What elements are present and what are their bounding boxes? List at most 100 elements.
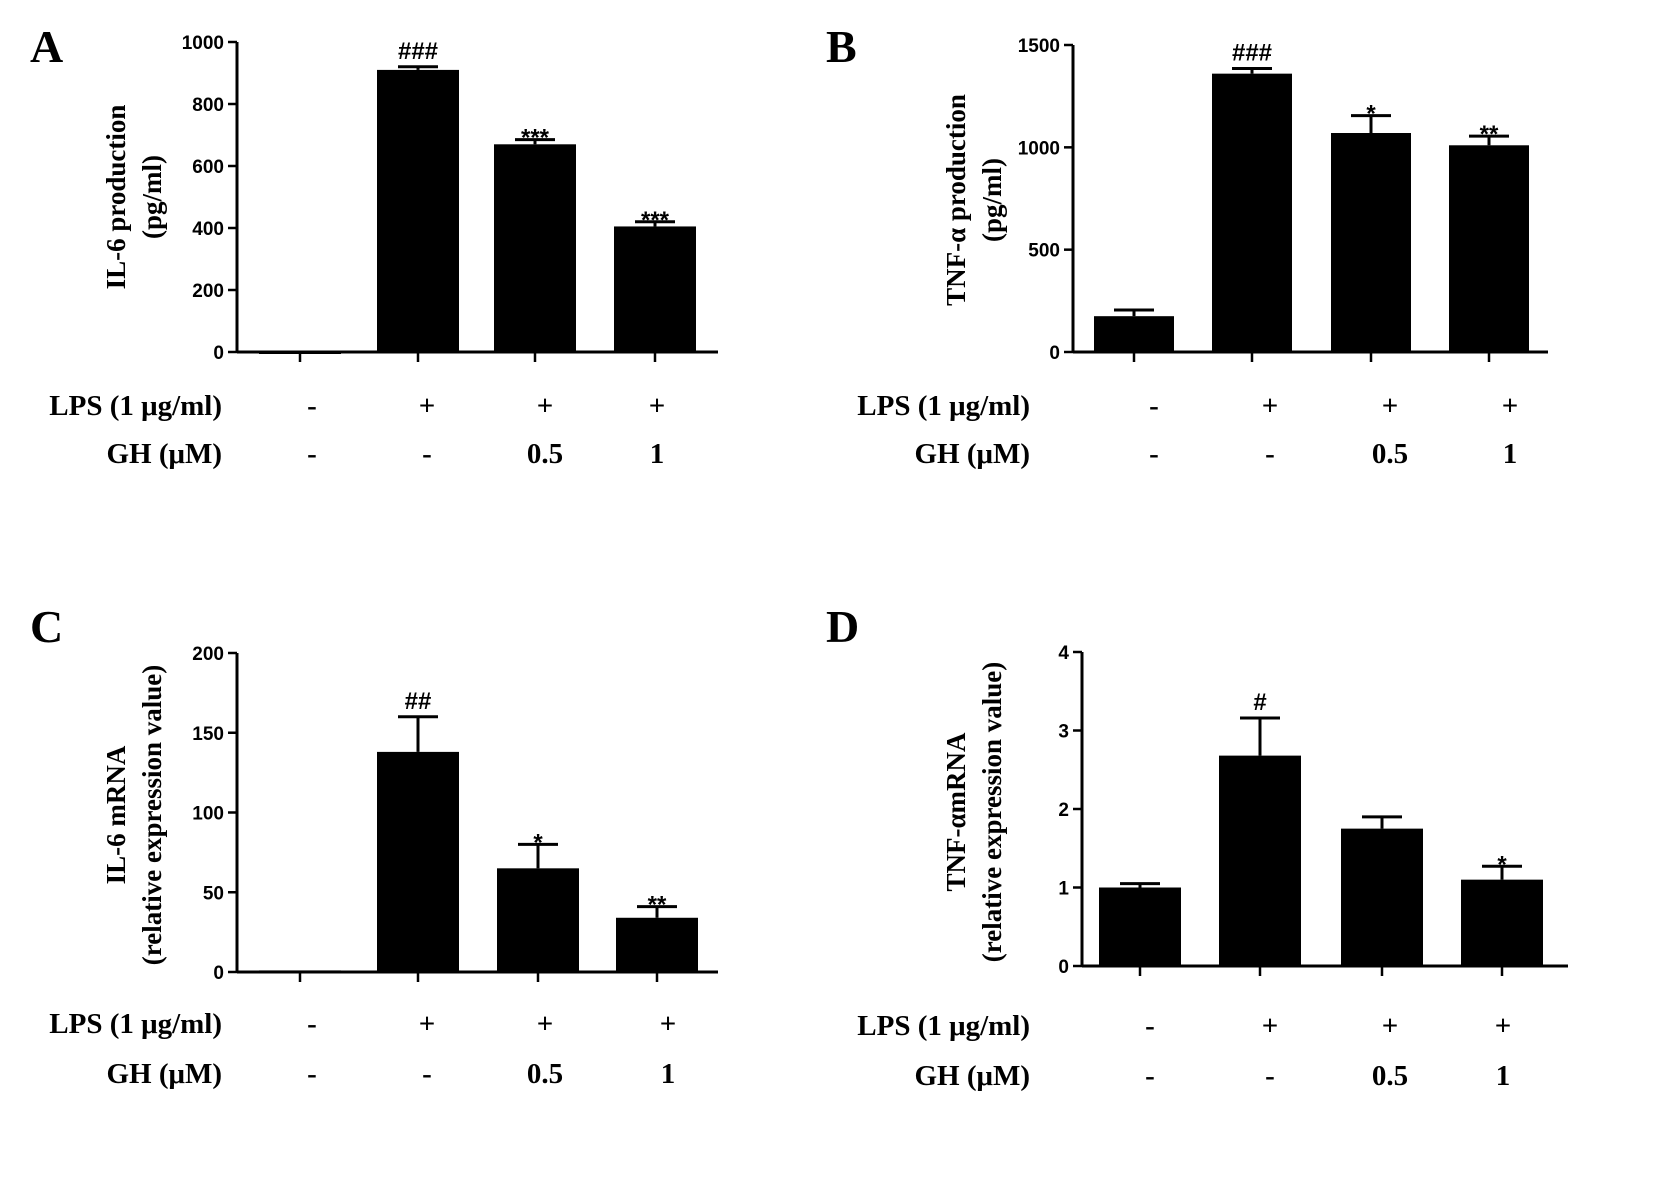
panel-a: A 0 200 400 600 800 1000 IL-6 production (pg/ml)…: [30, 21, 718, 470]
lps-condition: +: [1262, 1010, 1279, 1042]
bar: [1449, 145, 1529, 352]
bar: [1212, 73, 1292, 353]
y-axis-label-line: TNF-α production: [941, 94, 971, 306]
gh-condition: -: [422, 438, 432, 470]
significance-label: ###: [1232, 40, 1272, 67]
y-tick-label: 500: [1028, 241, 1060, 262]
bar: [259, 970, 341, 973]
y-tick-label: 50: [203, 883, 224, 904]
y-tick-label: 0: [1049, 343, 1060, 364]
y-tick-label: 600: [192, 157, 224, 178]
bar: [1219, 755, 1301, 966]
bar: [1461, 879, 1543, 966]
lps-condition: +: [1495, 1010, 1512, 1042]
y-tick-label: 150: [192, 724, 224, 745]
y-tick-label: 0: [213, 963, 224, 984]
lps-condition: +: [1382, 390, 1399, 422]
significance-label: **: [648, 892, 667, 919]
gh-condition: 1: [661, 1058, 676, 1090]
significance-label: ###: [398, 38, 438, 65]
y-axis-label-line: (pg/ml): [977, 158, 1007, 242]
lps-condition: +: [419, 1008, 436, 1040]
bar: [614, 226, 696, 352]
significance-label: *: [1366, 101, 1376, 128]
bar: [616, 917, 698, 972]
bar: [494, 144, 576, 352]
lps-row-label: LPS (1 μg/ml): [857, 1010, 1030, 1042]
lps-condition: -: [1145, 1010, 1155, 1042]
y-axis-label-line: (relative expression value): [977, 662, 1007, 962]
y-tick-label: 0: [213, 343, 224, 364]
lps-row-label: LPS (1 μg/ml): [49, 390, 222, 422]
lps-condition: +: [537, 390, 554, 422]
y-axis-label: TNF-α production (pg/ml): [941, 94, 1007, 306]
y-tick-label: 0: [1058, 957, 1069, 978]
gh-condition: 1: [1503, 438, 1518, 470]
lps-row-label: LPS (1 μg/ml): [49, 1008, 222, 1040]
gh-condition: -: [307, 1058, 317, 1090]
y-tick-label: 200: [192, 281, 224, 302]
gh-row-label: GH (μM): [107, 1058, 223, 1090]
gh-condition: 0.5: [1372, 1060, 1408, 1092]
bar: [377, 69, 459, 353]
bar: [497, 868, 579, 972]
gh-row-label: GH (μM): [107, 438, 223, 470]
significance-label: **: [1480, 121, 1499, 148]
panel-letter: C: [30, 601, 63, 652]
significance-label: ***: [521, 125, 550, 152]
lps-condition: -: [307, 390, 317, 422]
y-axis-label: TNF-αmRNA (relative expression value): [941, 662, 1007, 962]
gh-condition: -: [307, 438, 317, 470]
significance-label: *: [1497, 851, 1507, 878]
y-axis-label-line: (pg/ml): [137, 155, 167, 239]
lps-condition: +: [649, 390, 666, 422]
y-tick-label: 200: [192, 644, 224, 665]
y-tick-label: 1000: [1018, 138, 1060, 159]
significance-label: ##: [405, 688, 432, 715]
y-tick-label: 2: [1058, 800, 1069, 821]
lps-condition: +: [1262, 390, 1279, 422]
panel-c: C 0 50 100 150 200 IL-6 mRNA (relative expressi…: [30, 601, 718, 1090]
gh-condition: 0.5: [527, 1058, 563, 1090]
y-tick-label: 4: [1058, 643, 1069, 664]
panel-d: D 0 1 2 3 4 TNF-αmRNA (relative expression valu…: [826, 601, 1568, 1092]
y-tick-label: 100: [192, 804, 224, 825]
lps-condition: +: [1502, 390, 1519, 422]
y-axis-label-line: TNF-αmRNA: [941, 732, 971, 892]
gh-row-label: GH (μM): [915, 438, 1031, 470]
lps-condition: +: [419, 390, 436, 422]
y-tick-label: 400: [192, 219, 224, 240]
bar: [377, 751, 459, 972]
lps-row-label: LPS (1 μg/ml): [857, 390, 1030, 422]
gh-condition: 0.5: [527, 438, 563, 470]
gh-condition: -: [1265, 438, 1275, 470]
gh-condition: 1: [1496, 1060, 1511, 1092]
y-axis-label-line: IL-6 production: [101, 105, 131, 290]
significance-label: ***: [641, 207, 670, 234]
panel-b: B 0 500 1000 1500 TNF-α production (pg/ml) ### *…: [826, 21, 1548, 470]
lps-condition: +: [1382, 1010, 1399, 1042]
y-tick-label: 1500: [1018, 36, 1060, 57]
gh-condition: -: [1265, 1060, 1275, 1092]
lps-condition: +: [660, 1008, 677, 1040]
panel-letter: D: [826, 601, 859, 652]
panel-letter: A: [30, 21, 63, 72]
bar: [1341, 828, 1423, 966]
bar: [1099, 887, 1181, 966]
y-axis-label: IL-6 mRNA (relative expression value): [101, 665, 167, 965]
y-tick-label: 1000: [182, 33, 224, 54]
y-axis-label: IL-6 production (pg/ml): [101, 105, 167, 290]
lps-condition: +: [537, 1008, 554, 1040]
gh-row-label: GH (μM): [915, 1060, 1031, 1092]
lps-condition: -: [307, 1008, 317, 1040]
gh-condition: -: [422, 1058, 432, 1090]
significance-label: *: [533, 829, 543, 856]
y-tick-label: 1: [1058, 879, 1069, 900]
significance-label: #: [1253, 689, 1266, 716]
bar: [259, 352, 341, 354]
y-axis-label-line: IL-6 mRNA: [101, 745, 131, 884]
panel-letter: B: [826, 21, 857, 72]
bar: [1331, 133, 1411, 352]
